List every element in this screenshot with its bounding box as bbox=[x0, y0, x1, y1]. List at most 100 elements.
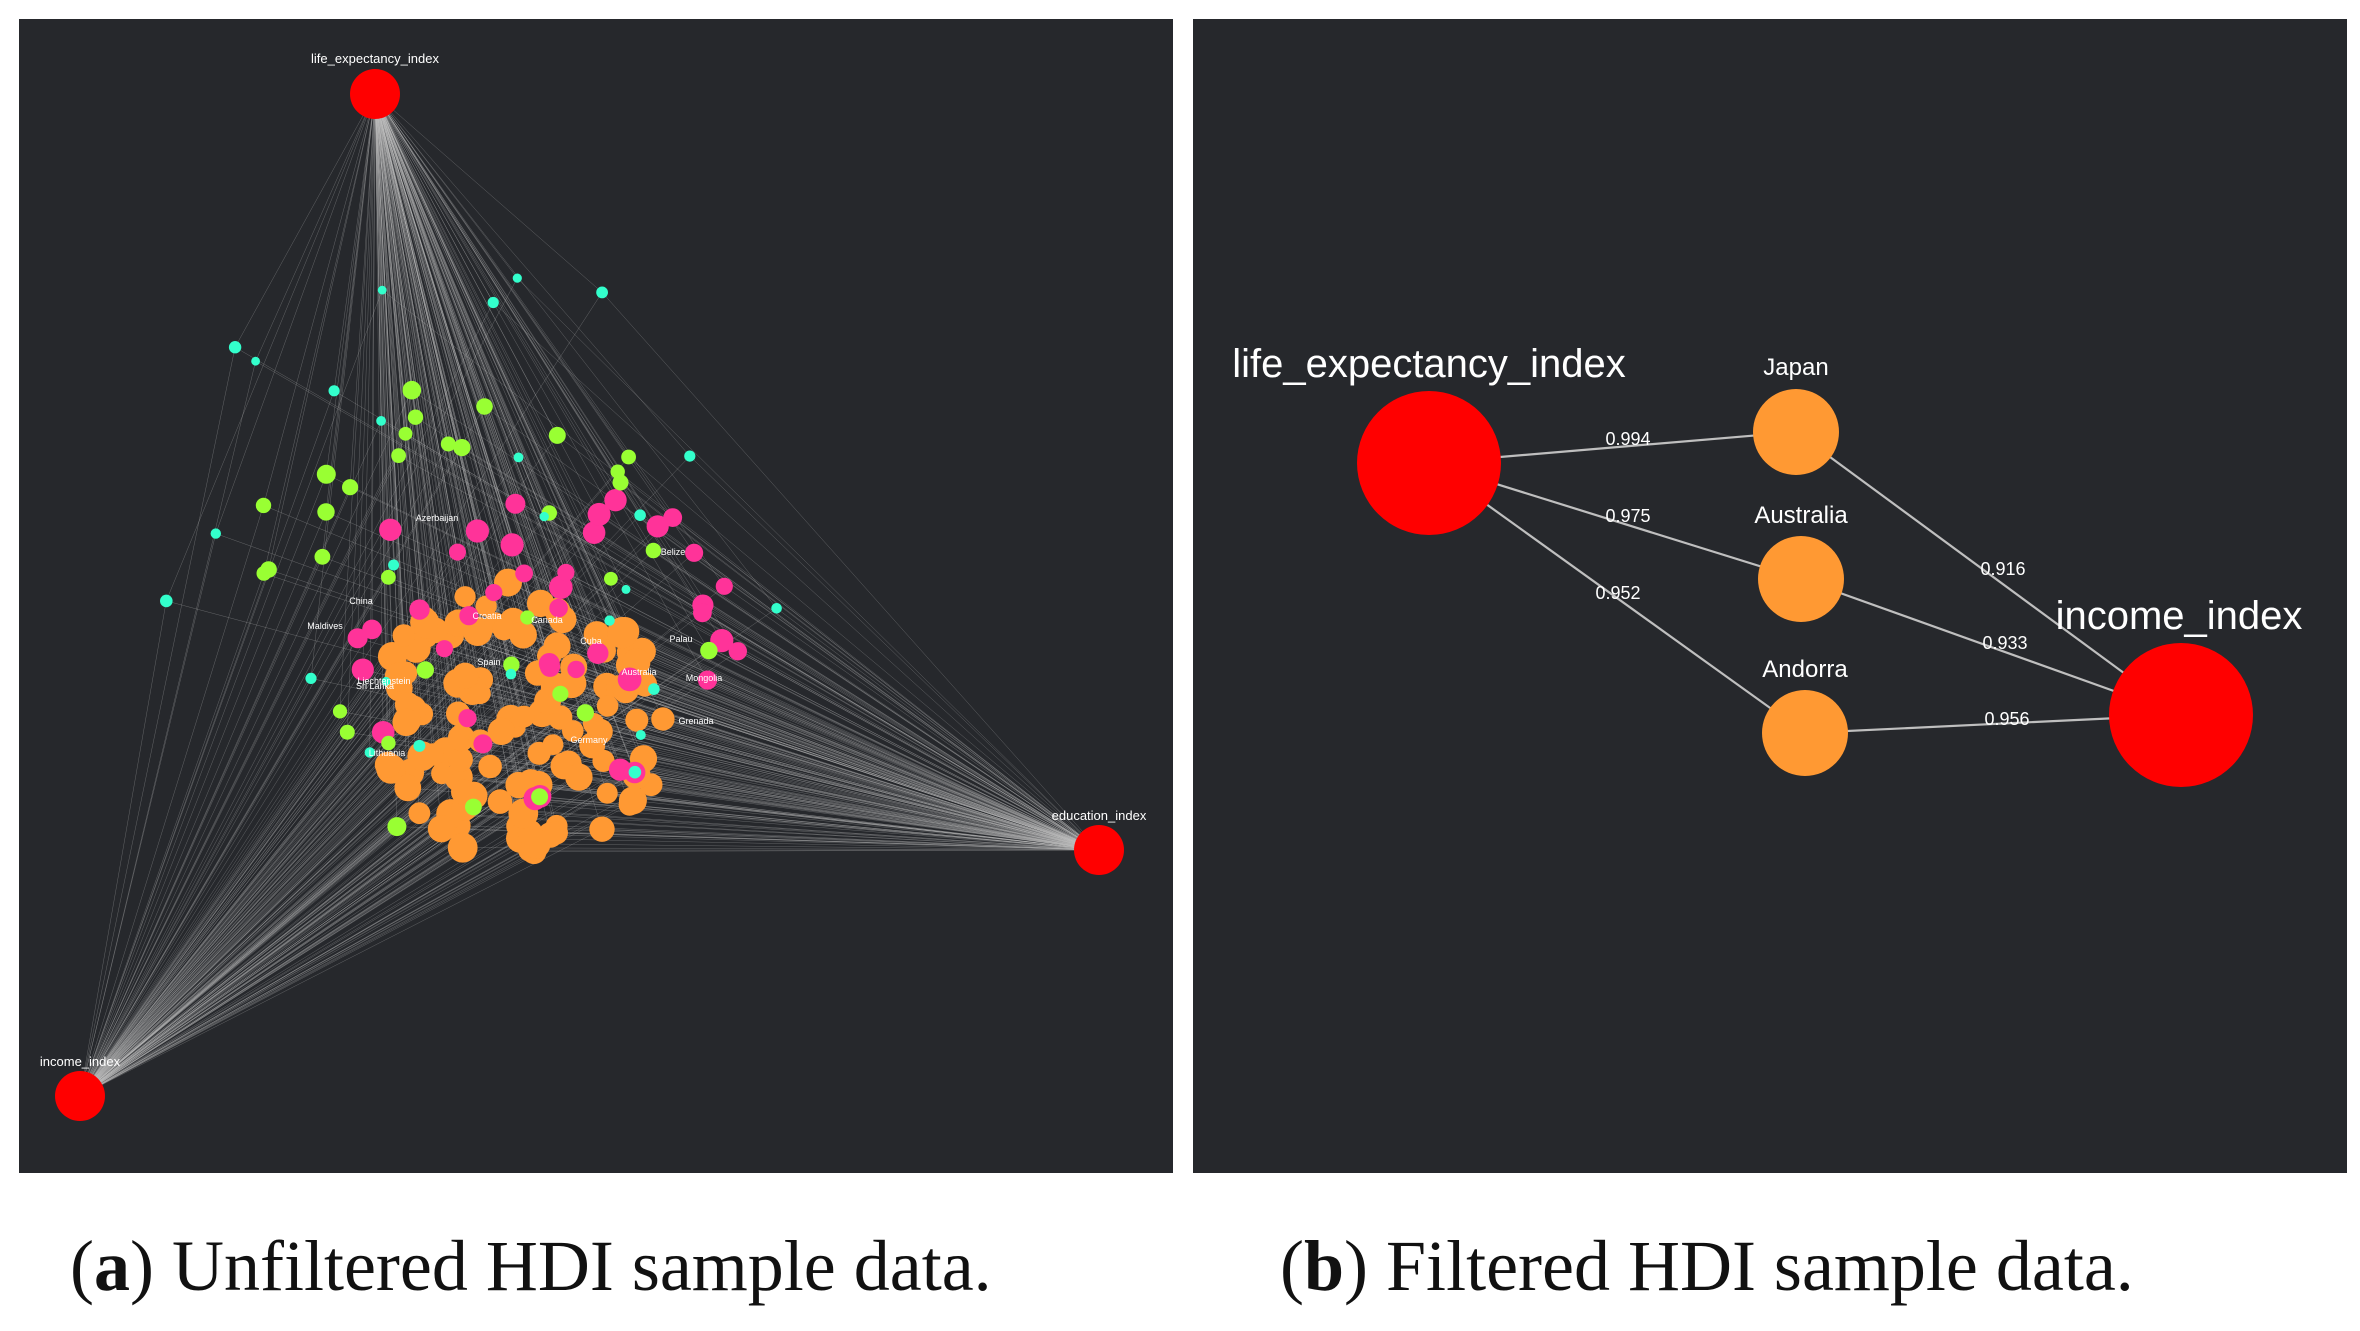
country-node-medium[interactable] bbox=[416, 661, 434, 679]
country-node-medium[interactable] bbox=[576, 704, 594, 722]
country-node-low[interactable] bbox=[228, 341, 242, 354]
country-node-low[interactable] bbox=[513, 452, 524, 463]
country-node-very-high[interactable] bbox=[509, 621, 537, 649]
country-node-medium[interactable] bbox=[317, 503, 335, 521]
country-node-very-high[interactable] bbox=[394, 661, 418, 685]
country-node-low[interactable] bbox=[305, 672, 317, 685]
country-node-high[interactable] bbox=[362, 619, 382, 640]
country-node-very-high[interactable] bbox=[565, 763, 593, 791]
dimension-node-life-expectancy[interactable] bbox=[350, 69, 400, 119]
country-node-very-high[interactable] bbox=[589, 816, 615, 842]
dimension-node-income[interactable] bbox=[55, 1071, 105, 1121]
country-node-high[interactable] bbox=[549, 575, 573, 599]
country-node-medium[interactable] bbox=[621, 449, 636, 465]
country-node-high[interactable] bbox=[617, 667, 642, 692]
country-node-low[interactable] bbox=[210, 528, 221, 539]
country-node-very-high[interactable] bbox=[374, 751, 401, 778]
country-node-medium[interactable] bbox=[503, 656, 520, 673]
country-node-low[interactable] bbox=[160, 594, 173, 608]
country-node-japan[interactable] bbox=[1753, 389, 1839, 475]
country-node-medium[interactable] bbox=[342, 479, 359, 496]
country-node-very-high[interactable] bbox=[544, 821, 568, 845]
country-node-medium[interactable] bbox=[407, 409, 424, 425]
country-node-very-high[interactable] bbox=[651, 707, 675, 731]
country-node-high[interactable] bbox=[587, 642, 609, 664]
country-node-very-high[interactable] bbox=[487, 789, 513, 814]
country-node-medium[interactable] bbox=[339, 724, 355, 740]
country-node-low[interactable] bbox=[771, 603, 782, 614]
country-node-high[interactable] bbox=[458, 709, 477, 728]
country-node-high[interactable] bbox=[715, 577, 733, 595]
country-node-high[interactable] bbox=[549, 598, 568, 618]
country-node-very-high[interactable] bbox=[451, 779, 477, 805]
country-node-medium[interactable] bbox=[548, 426, 566, 444]
country-node-high[interactable] bbox=[567, 660, 585, 679]
country-node-very-high[interactable] bbox=[447, 724, 475, 752]
country-node-low[interactable] bbox=[621, 584, 631, 594]
country-node-low[interactable] bbox=[377, 285, 387, 295]
country-node-very-high[interactable] bbox=[469, 682, 491, 705]
country-node-very-high[interactable] bbox=[543, 632, 571, 660]
country-node-very-high[interactable] bbox=[505, 771, 532, 799]
country-node-high[interactable] bbox=[646, 515, 669, 538]
country-node-andorra[interactable] bbox=[1762, 690, 1848, 776]
country-node-high[interactable] bbox=[697, 670, 718, 690]
country-node-medium[interactable] bbox=[700, 641, 718, 660]
country-node-very-high[interactable] bbox=[394, 774, 422, 802]
country-node-high[interactable] bbox=[409, 599, 430, 620]
country-node-high[interactable] bbox=[587, 502, 611, 526]
country-node-medium[interactable] bbox=[552, 685, 569, 702]
country-node-very-high[interactable] bbox=[526, 589, 555, 618]
country-node-low[interactable] bbox=[684, 450, 696, 462]
country-node-high[interactable] bbox=[515, 564, 533, 583]
country-node-very-high[interactable] bbox=[625, 708, 649, 732]
country-node-very-high[interactable] bbox=[487, 717, 515, 746]
country-node-high[interactable] bbox=[500, 533, 524, 557]
country-node-medium[interactable] bbox=[255, 497, 272, 514]
country-node-low[interactable] bbox=[376, 416, 386, 426]
country-node-very-high[interactable] bbox=[592, 749, 615, 773]
country-node-high[interactable] bbox=[604, 489, 627, 512]
country-node-very-high[interactable] bbox=[427, 815, 455, 843]
country-node-high[interactable] bbox=[505, 493, 526, 514]
country-node-medium[interactable] bbox=[610, 464, 625, 479]
country-node-high[interactable] bbox=[582, 521, 606, 544]
country-node-high[interactable] bbox=[449, 543, 466, 561]
country-node-low[interactable] bbox=[512, 273, 522, 283]
country-node-medium[interactable] bbox=[391, 448, 406, 463]
country-node-low[interactable] bbox=[596, 286, 608, 299]
country-node-medium[interactable] bbox=[520, 610, 535, 625]
country-node-very-high[interactable] bbox=[392, 708, 420, 737]
country-node-medium[interactable] bbox=[440, 436, 456, 452]
country-node-very-high[interactable] bbox=[618, 786, 647, 815]
country-node-medium[interactable] bbox=[398, 426, 413, 441]
country-node-medium[interactable] bbox=[316, 464, 336, 484]
country-node-very-high[interactable] bbox=[527, 741, 551, 765]
country-node-high[interactable] bbox=[693, 603, 712, 623]
country-node-low[interactable] bbox=[364, 747, 375, 758]
country-node-low[interactable] bbox=[388, 559, 400, 571]
country-node-high[interactable] bbox=[351, 658, 374, 681]
country-node-very-high[interactable] bbox=[431, 762, 453, 785]
country-node-medium[interactable] bbox=[476, 398, 493, 415]
country-node-australia[interactable] bbox=[1758, 536, 1844, 622]
country-node-very-high[interactable] bbox=[596, 782, 618, 804]
country-node-medium[interactable] bbox=[332, 704, 348, 719]
country-node-high[interactable] bbox=[685, 543, 704, 562]
country-node-very-high[interactable] bbox=[452, 662, 479, 689]
country-node-high[interactable] bbox=[379, 518, 402, 541]
country-node-very-high[interactable] bbox=[392, 624, 416, 647]
country-node-high[interactable] bbox=[538, 653, 560, 674]
country-node-low[interactable] bbox=[539, 511, 549, 522]
country-node-high[interactable] bbox=[347, 628, 368, 649]
country-node-medium[interactable] bbox=[387, 817, 407, 837]
country-node-low[interactable] bbox=[505, 668, 517, 680]
country-node-very-high[interactable] bbox=[454, 586, 476, 608]
country-node-low[interactable] bbox=[634, 509, 646, 521]
country-node-very-high[interactable] bbox=[512, 705, 535, 728]
country-node-very-high[interactable] bbox=[408, 802, 431, 825]
country-node-medium[interactable] bbox=[402, 380, 422, 400]
country-node-medium[interactable] bbox=[256, 566, 272, 581]
country-node-high[interactable] bbox=[557, 563, 575, 582]
country-node-very-high[interactable] bbox=[447, 832, 478, 863]
